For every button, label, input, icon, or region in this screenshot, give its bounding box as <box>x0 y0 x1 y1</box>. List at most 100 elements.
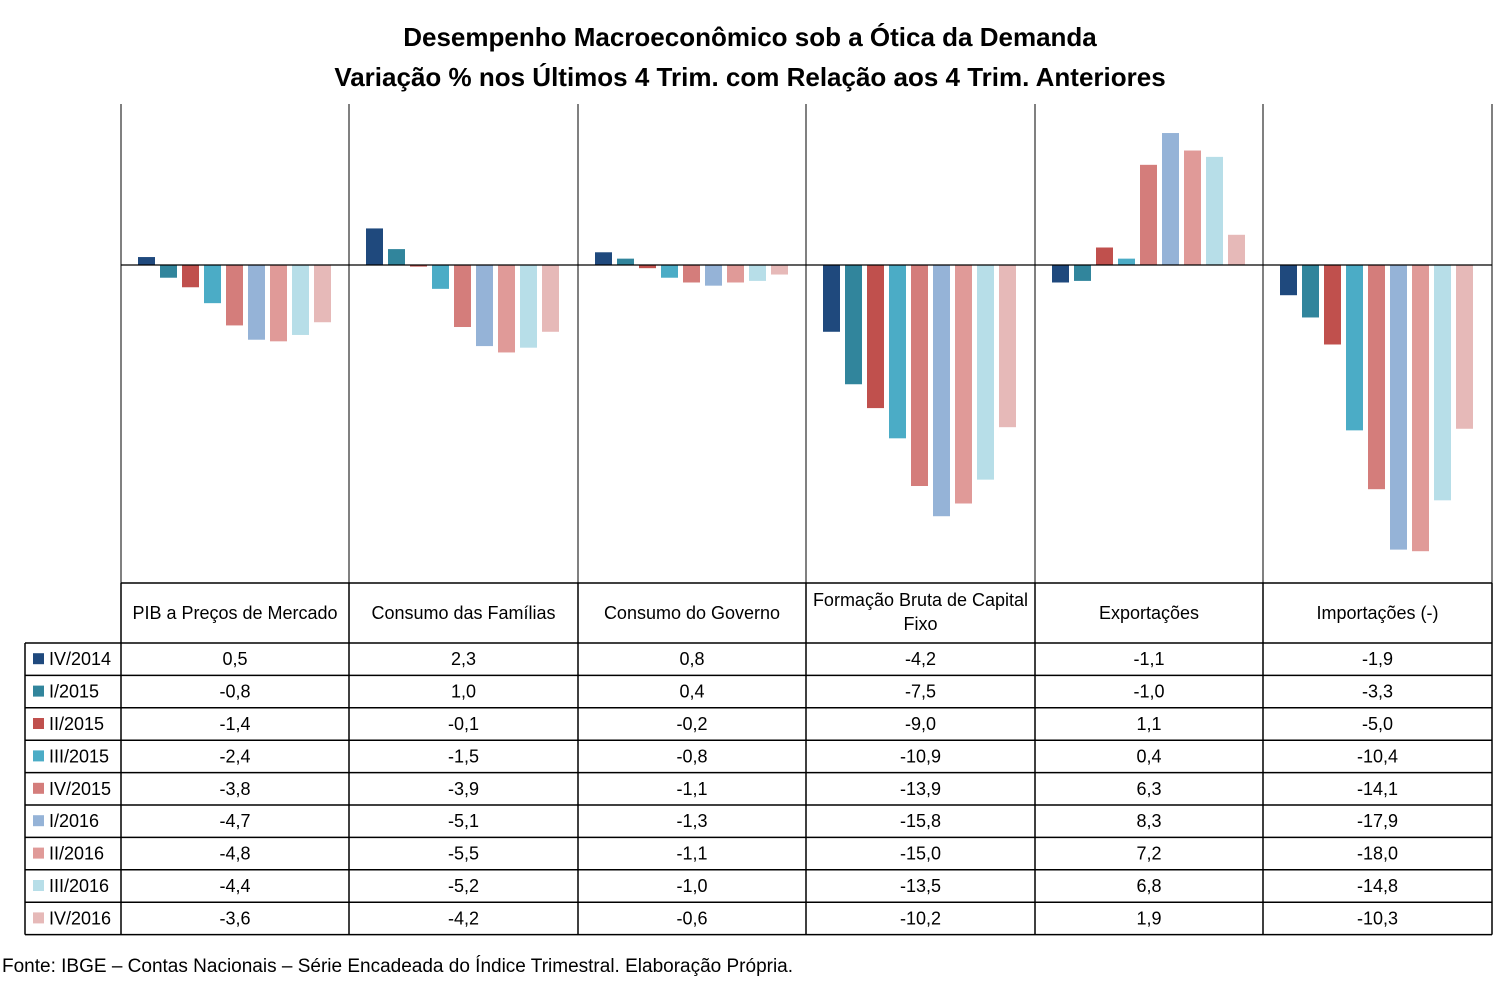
bar-II-2016-1 <box>498 265 515 353</box>
bar-I-2015-1 <box>388 249 405 265</box>
table-value: -4,7 <box>219 811 250 831</box>
legend-swatch-II-2016 <box>33 847 44 859</box>
table-value: -9,0 <box>905 714 936 734</box>
table-value: -5,0 <box>1362 714 1393 734</box>
bar-II-2015-3 <box>867 265 884 409</box>
bar-II-2015-4 <box>1096 247 1113 265</box>
table-value: -1,1 <box>676 844 707 864</box>
bar-III-2015-0 <box>204 265 221 304</box>
table-value: 8,3 <box>1136 811 1161 831</box>
bar-III-2016-2 <box>749 265 766 281</box>
chart-svg: PIB a Preços de Mercado Consumo das Famíl… <box>24 104 1493 936</box>
table-value: 6,3 <box>1136 779 1161 799</box>
table-value: -4,4 <box>219 876 250 896</box>
table-value: -4,8 <box>219 844 250 864</box>
bar-II-2015-5 <box>1324 265 1341 345</box>
legend-swatch-III-2015 <box>33 750 44 762</box>
bar-IV-2016-1 <box>542 265 559 332</box>
legend-label: II/2016 <box>49 844 104 864</box>
table-value: -0,8 <box>676 746 707 766</box>
table-value: -10,3 <box>1357 908 1398 928</box>
bar-IV-2014-4 <box>1052 265 1069 283</box>
bar-I-2016-0 <box>248 265 265 340</box>
bar-I-2015-2 <box>617 258 634 265</box>
table-value: -1,0 <box>1133 682 1164 702</box>
table-value: -1,5 <box>448 746 479 766</box>
bar-IV-2014-3 <box>823 265 840 332</box>
table-value: -3,6 <box>219 908 250 928</box>
legend-label: IV/2014 <box>49 649 111 669</box>
table-value: -15,8 <box>900 811 941 831</box>
bar-IV-2014-0 <box>138 257 155 265</box>
bar-I-2016-3 <box>933 265 950 517</box>
table-value: -14,8 <box>1357 876 1398 896</box>
table-value: 0,5 <box>222 649 247 669</box>
table-value: -1,3 <box>676 811 707 831</box>
bar-IV-2014-1 <box>366 228 383 265</box>
table-value: -15,0 <box>900 844 941 864</box>
category-label: Exportações <box>1099 603 1199 623</box>
bar-IV-2016-3 <box>999 265 1016 428</box>
legend-label: I/2016 <box>49 811 99 831</box>
category-label: Consumo das Famílias <box>371 603 555 623</box>
bar-III-2016-4 <box>1206 156 1223 265</box>
bar-III-2016-5 <box>1434 265 1451 501</box>
table-value: -10,4 <box>1357 746 1398 766</box>
bar-II-2015-0 <box>182 265 199 288</box>
table-value: -4,2 <box>448 908 479 928</box>
table-value: -0,1 <box>448 714 479 734</box>
category-label: Consumo do Governo <box>604 603 780 623</box>
table-value: -4,2 <box>905 649 936 669</box>
table-value: -2,4 <box>219 746 250 766</box>
bar-IV-2015-3 <box>911 265 928 487</box>
bar-IV-2015-2 <box>683 265 700 283</box>
table-value: -5,5 <box>448 844 479 864</box>
table-value: -5,1 <box>448 811 479 831</box>
bar-III-2015-1 <box>432 265 449 289</box>
bar-III-2016-0 <box>292 265 309 335</box>
table-value: 0,4 <box>679 682 704 702</box>
legend-label: II/2015 <box>49 714 104 734</box>
legend-swatch-III-2016 <box>33 880 44 891</box>
bar-I-2016-1 <box>476 265 493 347</box>
category-label: PIB a Preços de Mercado <box>132 603 337 623</box>
bar-II-2015-1 <box>410 265 427 267</box>
bar-IV-2016-5 <box>1456 265 1473 429</box>
category-label: Formação Bruta de Capital <box>813 590 1028 610</box>
bar-III-2015-2 <box>661 265 678 278</box>
bar-I-2015-3 <box>845 265 862 385</box>
bar-IV-2016-0 <box>314 265 331 323</box>
bar-III-2016-1 <box>520 265 537 348</box>
bar-I-2015-5 <box>1302 265 1319 318</box>
table-value: -1,0 <box>676 876 707 896</box>
bar-I-2015-0 <box>160 265 177 278</box>
chart-subtitle: Variação % nos Últimos 4 Trim. com Relaç… <box>334 62 1166 92</box>
table-value: -3,3 <box>1362 682 1393 702</box>
bar-II-2016-4 <box>1184 150 1201 265</box>
table-value: -3,8 <box>219 779 250 799</box>
table-value: -18,0 <box>1357 844 1398 864</box>
bar-IV-2015-0 <box>226 265 243 326</box>
bar-II-2015-2 <box>639 265 656 269</box>
legend-label: I/2015 <box>49 682 99 702</box>
legend-label: III/2016 <box>49 876 109 896</box>
table-value: -13,5 <box>900 876 941 896</box>
table-value: -14,1 <box>1357 779 1398 799</box>
legend-swatch-IV-2014 <box>33 653 44 665</box>
legend-swatch-IV-2016 <box>33 912 44 924</box>
bar-I-2016-2 <box>705 265 722 286</box>
chart-title: Desempenho Macroeconômico sob a Ótica da… <box>403 22 1097 52</box>
bar-II-2016-5 <box>1412 265 1429 552</box>
bar-III-2015-3 <box>889 265 906 439</box>
bar-III-2015-5 <box>1346 265 1363 431</box>
bar-IV-2014-5 <box>1280 265 1297 296</box>
bar-I-2016-5 <box>1390 265 1407 550</box>
table-value: -1,4 <box>219 714 250 734</box>
category-label: Importações (-) <box>1316 603 1438 623</box>
legend-swatch-II-2015 <box>33 718 44 729</box>
table-value: 0,8 <box>679 649 704 669</box>
table-value: 1,0 <box>451 682 476 702</box>
table-value: -0,8 <box>219 682 250 702</box>
legend-swatch-I-2015 <box>33 685 44 697</box>
legend-label: IV/2015 <box>49 779 111 799</box>
